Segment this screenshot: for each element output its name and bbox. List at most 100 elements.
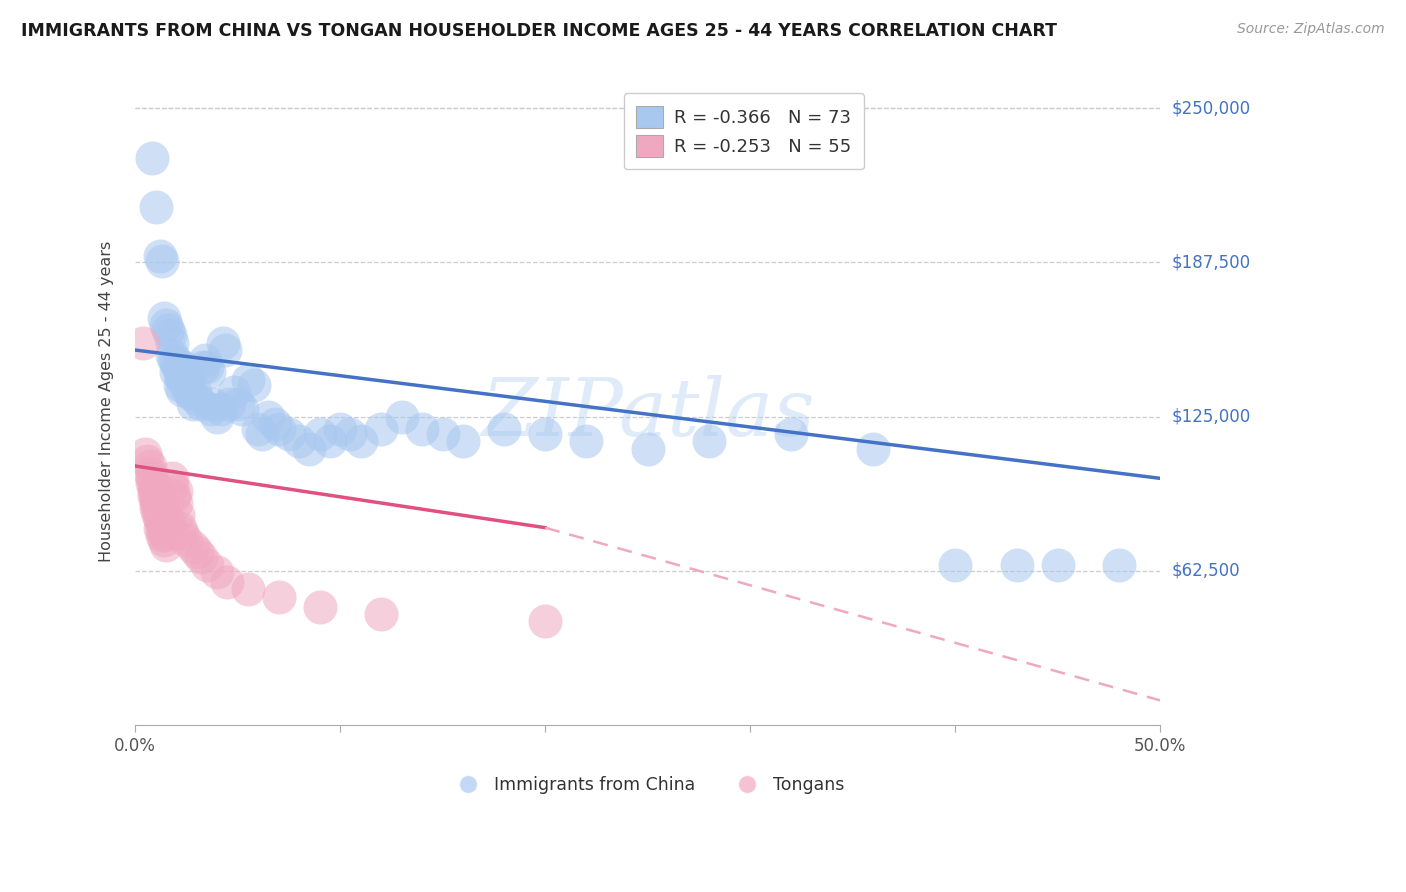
Point (142, 483, 165, 498)
Point (163, 489, 186, 503)
Point (153, 310, 176, 325)
Point (176, 533, 198, 547)
Point (177, 373, 200, 387)
Legend: Immigrants from China, Tongans: Immigrants from China, Tongans (444, 769, 852, 800)
Point (150, 521, 173, 535)
Point (186, 545, 208, 559)
Point (146, 503, 169, 517)
Point (637, 442, 659, 456)
Point (267, 590, 290, 604)
Point (176, 377, 198, 392)
Point (141, 151, 163, 165)
Point (329, 422, 352, 436)
Point (257, 409, 280, 424)
Point (243, 377, 266, 392)
Text: $250,000: $250,000 (1171, 99, 1250, 117)
Point (153, 525, 176, 540)
Text: Source: ZipAtlas.com: Source: ZipAtlas.com (1237, 22, 1385, 37)
Point (165, 483, 187, 498)
Point (236, 582, 259, 597)
Point (451, 434, 474, 449)
Point (145, 200, 167, 214)
Point (575, 434, 598, 449)
Point (172, 525, 194, 540)
Point (176, 365, 198, 379)
Point (177, 383, 200, 397)
Point (142, 489, 165, 503)
Point (1005, 558, 1028, 572)
Point (169, 368, 191, 382)
Point (214, 343, 236, 357)
Point (252, 426, 274, 441)
Point (202, 397, 225, 411)
Point (141, 476, 163, 491)
Point (190, 550, 212, 565)
Point (163, 352, 186, 367)
Point (149, 503, 172, 517)
Point (780, 426, 803, 441)
Point (231, 402, 253, 417)
Point (319, 434, 342, 449)
Point (217, 574, 239, 589)
Point (150, 513, 173, 527)
Point (145, 483, 167, 498)
Point (194, 352, 217, 367)
Point (149, 513, 172, 527)
Point (155, 538, 177, 552)
Point (149, 521, 172, 535)
Point (167, 508, 190, 523)
Point (308, 426, 330, 441)
Point (145, 500, 167, 515)
Point (141, 471, 163, 485)
Text: IMMIGRANTS FROM CHINA VS TONGAN HOUSEHOLDER INCOME AGES 25 - 44 YEARS CORRELATIO: IMMIGRANTS FROM CHINA VS TONGAN HOUSEHOL… (21, 22, 1057, 40)
Point (943, 558, 966, 572)
Point (146, 508, 169, 523)
Point (153, 516, 176, 530)
Point (267, 422, 290, 436)
Point (146, 496, 169, 510)
Point (132, 335, 155, 350)
Point (149, 496, 172, 510)
Point (534, 426, 557, 441)
Point (1108, 558, 1130, 572)
Point (159, 521, 181, 535)
Point (134, 447, 156, 461)
Point (138, 467, 160, 481)
Point (146, 483, 169, 498)
Point (181, 541, 204, 555)
Point (212, 335, 235, 350)
Point (150, 503, 173, 517)
Point (138, 458, 160, 473)
Text: $125,000: $125,000 (1171, 408, 1250, 425)
Point (142, 479, 165, 493)
Point (411, 422, 433, 436)
Point (181, 397, 204, 411)
Point (494, 422, 516, 436)
Point (160, 471, 183, 485)
Point (370, 607, 392, 621)
Point (236, 373, 259, 387)
Point (165, 496, 187, 510)
Point (169, 377, 191, 392)
Point (339, 426, 361, 441)
Point (169, 521, 191, 535)
Point (150, 254, 173, 268)
Point (205, 565, 228, 579)
Point (697, 434, 720, 449)
Point (277, 426, 299, 441)
Point (172, 373, 194, 387)
Point (153, 533, 176, 547)
Point (298, 442, 321, 456)
Text: ZIPatlas: ZIPatlas (481, 376, 814, 453)
Point (167, 360, 190, 375)
Point (156, 323, 179, 337)
Text: $62,500: $62,500 (1171, 562, 1240, 580)
Point (136, 454, 159, 468)
Point (149, 249, 172, 263)
Point (205, 409, 228, 424)
Point (198, 365, 221, 379)
Point (195, 360, 218, 375)
Point (160, 348, 183, 362)
Point (155, 528, 177, 542)
Point (1046, 558, 1069, 572)
